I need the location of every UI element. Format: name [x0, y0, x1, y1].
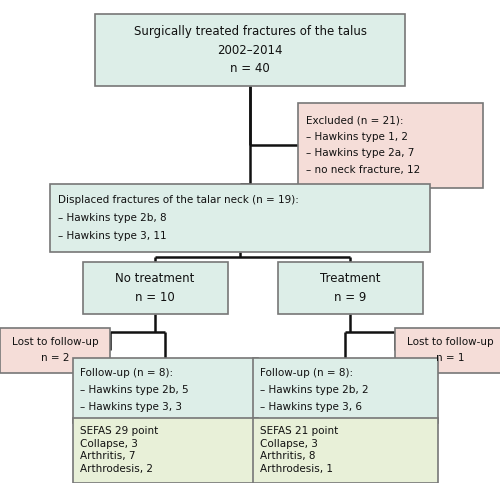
FancyBboxPatch shape: [82, 262, 228, 314]
Text: n = 1: n = 1: [436, 354, 464, 363]
Text: Surgically treated fractures of the talus: Surgically treated fractures of the talu…: [134, 26, 366, 39]
FancyBboxPatch shape: [72, 357, 258, 423]
Text: Collapse, 3: Collapse, 3: [260, 439, 318, 449]
Text: 2002–2014: 2002–2014: [217, 43, 283, 57]
FancyBboxPatch shape: [50, 184, 430, 252]
Text: No treatment: No treatment: [116, 272, 194, 285]
Text: Treatment: Treatment: [320, 272, 380, 285]
Text: Follow-up (n = 8):: Follow-up (n = 8):: [260, 368, 354, 378]
Text: – Hawkins type 1, 2: – Hawkins type 1, 2: [306, 132, 408, 142]
Text: Arthritis, 7: Arthritis, 7: [80, 451, 136, 461]
Text: Excluded (n = 21):: Excluded (n = 21):: [306, 115, 403, 125]
Text: – Hawkins type 2b, 8: – Hawkins type 2b, 8: [58, 213, 166, 223]
FancyBboxPatch shape: [95, 14, 405, 86]
Text: – Hawkins type 2b, 2: – Hawkins type 2b, 2: [260, 385, 369, 395]
FancyBboxPatch shape: [72, 417, 258, 483]
FancyBboxPatch shape: [0, 327, 110, 372]
Text: – Hawkins type 2b, 5: – Hawkins type 2b, 5: [80, 385, 189, 395]
FancyBboxPatch shape: [278, 262, 422, 314]
Text: Lost to follow-up: Lost to follow-up: [406, 337, 494, 347]
Text: n = 40: n = 40: [230, 61, 270, 74]
FancyBboxPatch shape: [252, 357, 438, 423]
Text: Arthrodesis, 1: Arthrodesis, 1: [260, 464, 334, 474]
Text: n = 9: n = 9: [334, 291, 366, 304]
Text: Arthritis, 8: Arthritis, 8: [260, 451, 316, 461]
Text: – Hawkins type 3, 3: – Hawkins type 3, 3: [80, 402, 182, 412]
Text: Arthrodesis, 2: Arthrodesis, 2: [80, 464, 154, 474]
Text: n = 2: n = 2: [41, 354, 69, 363]
FancyBboxPatch shape: [395, 327, 500, 372]
Text: – no neck fracture, 12: – no neck fracture, 12: [306, 165, 420, 175]
Text: Lost to follow-up: Lost to follow-up: [12, 337, 99, 347]
FancyBboxPatch shape: [252, 417, 438, 483]
Text: SEFAS 21 point: SEFAS 21 point: [260, 426, 339, 436]
Text: – Hawkins type 3, 11: – Hawkins type 3, 11: [58, 231, 166, 241]
Text: Displaced fractures of the talar neck (n = 19):: Displaced fractures of the talar neck (n…: [58, 195, 299, 205]
Text: Follow-up (n = 8):: Follow-up (n = 8):: [80, 368, 174, 378]
Text: n = 10: n = 10: [135, 291, 175, 304]
Text: – Hawkins type 2a, 7: – Hawkins type 2a, 7: [306, 148, 414, 158]
FancyBboxPatch shape: [298, 102, 482, 187]
Text: Collapse, 3: Collapse, 3: [80, 439, 138, 449]
Text: SEFAS 29 point: SEFAS 29 point: [80, 426, 159, 436]
Text: – Hawkins type 3, 6: – Hawkins type 3, 6: [260, 402, 362, 412]
